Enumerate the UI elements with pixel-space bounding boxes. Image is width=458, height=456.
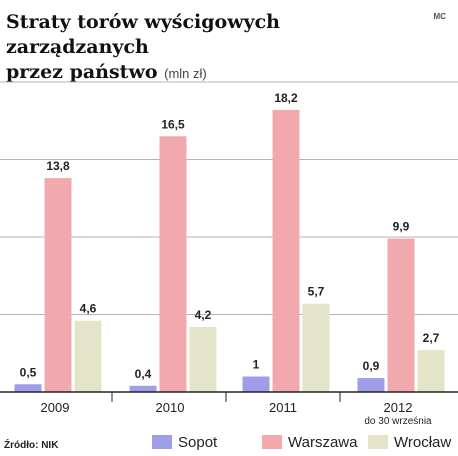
legend-label: Wrocław bbox=[394, 433, 452, 451]
data-label: 9,9 bbox=[393, 220, 410, 234]
bar-wrocław-2009 bbox=[74, 320, 102, 392]
data-label: 4,2 bbox=[195, 308, 212, 322]
data-label: 18,2 bbox=[274, 91, 298, 105]
bar-sopot-2010 bbox=[129, 385, 157, 392]
bar-sopot-2012 bbox=[357, 378, 385, 392]
x-tick-label: 2010 bbox=[156, 400, 185, 415]
source-note: Źródło: NIK bbox=[4, 440, 59, 451]
x-tick-label: 2011 bbox=[269, 400, 297, 415]
bar-sopot-2009 bbox=[14, 384, 42, 392]
bar-warszawa-2012 bbox=[387, 238, 415, 392]
x-tick-label: 2009 bbox=[41, 400, 70, 415]
data-label: 16,5 bbox=[161, 117, 185, 131]
bar-warszawa-2009 bbox=[44, 178, 72, 392]
legend-label: Sopot bbox=[178, 433, 218, 451]
data-label: 1 bbox=[253, 358, 260, 372]
data-label: 5,7 bbox=[308, 285, 325, 299]
legend-swatch bbox=[152, 435, 172, 449]
bar-warszawa-2011 bbox=[272, 109, 300, 393]
data-label: 0,5 bbox=[20, 365, 37, 379]
bar-warszawa-2010 bbox=[159, 136, 187, 392]
data-label: 0,9 bbox=[363, 359, 380, 373]
bar-sopot-2011 bbox=[242, 376, 270, 392]
bar-wrocław-2011 bbox=[302, 303, 330, 392]
credit-mark: MC bbox=[433, 12, 446, 21]
bar-chart: 0,5 0,4 1 0,9 13,8 16,5 18,2 9,9 4,6 4,2 5,7 2,7 200… bbox=[0, 81, 458, 427]
legend-item-sopot: Sopot bbox=[152, 433, 217, 451]
unit-label: (mln zł) bbox=[164, 66, 207, 81]
chart-title: Straty torów wyścigowych zarządzanych pr… bbox=[6, 10, 416, 86]
bar-wrocław-2010 bbox=[189, 326, 217, 392]
bar-wrocław-2012 bbox=[417, 350, 445, 392]
legend-item-wrocław: Wrocław bbox=[368, 433, 451, 451]
data-label: 0,4 bbox=[135, 367, 152, 381]
x-tick-label: 2012 bbox=[384, 400, 413, 415]
legend-swatch bbox=[262, 435, 282, 449]
legend-label: Warszawa bbox=[288, 433, 358, 451]
legend-swatch bbox=[368, 435, 388, 449]
data-label: 13,8 bbox=[46, 159, 70, 173]
data-label: 4,6 bbox=[80, 302, 97, 316]
legend-item-warszawa: Warszawa bbox=[262, 433, 357, 451]
title-line-1: Straty torów wyścigowych zarządzanych bbox=[6, 11, 280, 58]
x-tick-note: do 30 września bbox=[364, 416, 432, 427]
title-line-2: przez państwo bbox=[6, 61, 158, 83]
data-label: 2,7 bbox=[423, 331, 440, 345]
